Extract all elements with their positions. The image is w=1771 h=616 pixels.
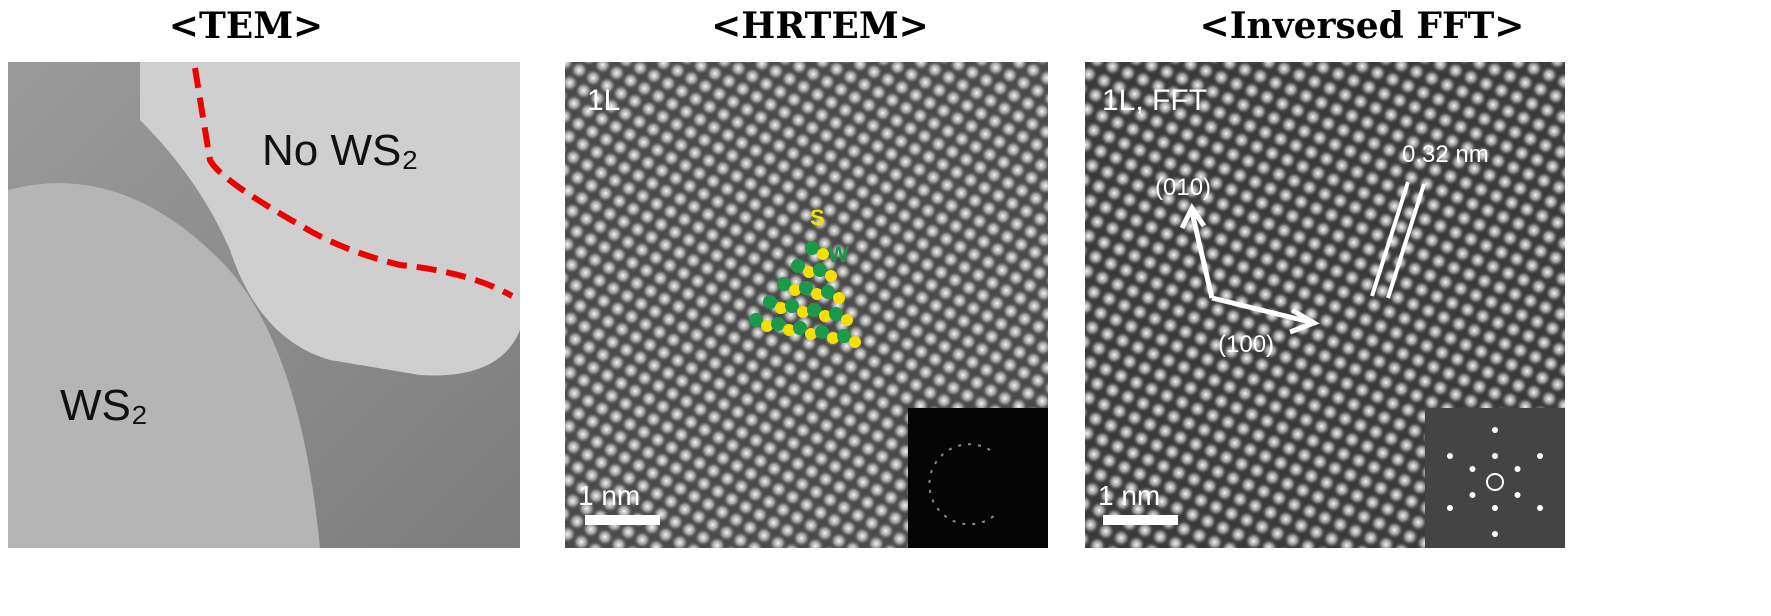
- dot: [749, 313, 763, 327]
- dot: [1469, 466, 1475, 472]
- scale-bar: [585, 515, 660, 525]
- dot: [1447, 453, 1453, 459]
- dot: [1537, 505, 1543, 511]
- dot: [811, 288, 823, 300]
- dot: [793, 321, 807, 335]
- layer-label: 1L, FFT: [1102, 84, 1207, 117]
- dot: [1492, 427, 1498, 433]
- region-label: WS₂: [60, 381, 148, 430]
- dot: [1492, 505, 1498, 511]
- dot: [819, 310, 831, 322]
- layer-label: 1L: [587, 84, 620, 117]
- dot: [1469, 492, 1475, 498]
- dot: [763, 295, 777, 309]
- dot: [849, 336, 861, 348]
- dot: [785, 299, 799, 313]
- figure: <TEM> <HRTEM> <Inversed FFT> No WS₂ WS₂ …: [0, 0, 1771, 616]
- dot: [1515, 492, 1521, 498]
- spacing-label: 0.32 nm: [1402, 141, 1489, 168]
- dot: [789, 284, 801, 296]
- dot: [1492, 531, 1498, 537]
- dot: [1537, 453, 1543, 459]
- dot: [821, 285, 835, 299]
- atom-label: S: [810, 205, 825, 230]
- dot: [1515, 466, 1521, 472]
- dot: [803, 266, 815, 278]
- scale-bar: [1103, 515, 1178, 525]
- dot: [827, 332, 839, 344]
- dot: [761, 320, 773, 332]
- panel-title: <TEM>: [169, 5, 323, 47]
- dot: [797, 306, 809, 318]
- dot: [825, 270, 837, 282]
- scale-label: 1 nm: [1098, 480, 1160, 511]
- dot: [805, 328, 817, 340]
- dot: [1492, 453, 1498, 459]
- dot: [829, 307, 843, 321]
- dot: [777, 277, 791, 291]
- panel-title: <HRTEM>: [711, 5, 929, 47]
- dot: [799, 281, 813, 295]
- dot: [805, 241, 819, 255]
- page: <TEM> <HRTEM> <Inversed FFT> No WS₂ WS₂ …: [0, 0, 1771, 616]
- tem-panel: No WS₂ WS₂: [8, 62, 520, 548]
- dot: [833, 292, 845, 304]
- atom-label: W: [828, 242, 849, 267]
- region-label: No WS₂: [262, 126, 418, 175]
- dot: [1447, 505, 1453, 511]
- dot: [791, 259, 805, 273]
- dot: [813, 263, 827, 277]
- dot: [807, 303, 821, 317]
- panel-title: <Inversed FFT>: [1200, 5, 1525, 47]
- direction-label: (010): [1155, 174, 1211, 201]
- ifft-panel: 1L, FFT 0.32 nm (010) (100) 1 nm: [1085, 62, 1565, 548]
- hrtem-panel: 1L S W 1 nm: [565, 62, 1048, 548]
- dot: [775, 302, 787, 314]
- dot: [771, 317, 785, 331]
- scale-label: 1 nm: [578, 480, 640, 511]
- dot: [815, 325, 829, 339]
- dot: [837, 329, 851, 343]
- fft-inset: [908, 408, 1048, 548]
- direction-label: (100): [1218, 331, 1274, 358]
- dot: [783, 324, 795, 336]
- dot: [841, 314, 853, 326]
